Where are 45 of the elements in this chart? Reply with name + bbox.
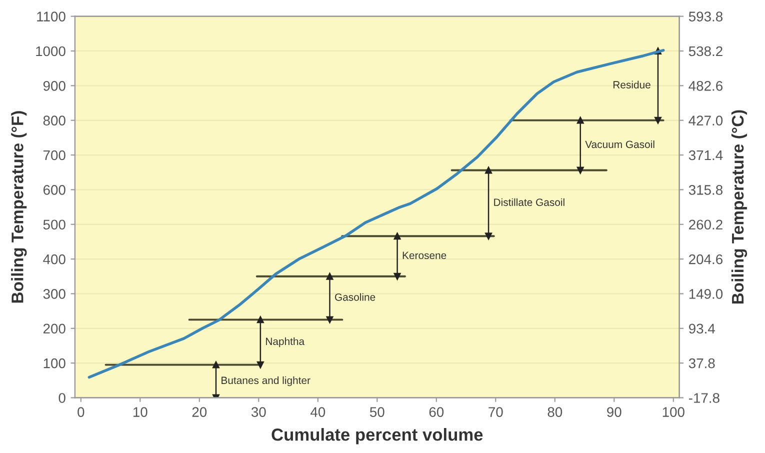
annotation: Gasoline — [335, 293, 376, 301]
y-tick-label: 900 — [43, 80, 66, 91]
y-tick-label: 500 — [43, 220, 66, 230]
y2-tick-label: 260.2 — [689, 220, 722, 230]
y2-tick-label: 37.8 — [688, 358, 715, 368]
y-tick-label: 300 — [43, 289, 66, 299]
y-tick-label: 100 — [44, 358, 66, 368]
y-tick-label: 400 — [43, 254, 66, 264]
y2-axis-title: Boiling Temperature (°C) — [731, 110, 748, 304]
annotation: Butanes and lighter — [222, 376, 310, 386]
y2-tick-label: 593.8 — [688, 12, 722, 22]
x-tick-label: 20 — [192, 407, 207, 417]
y-tick-label: 0 — [58, 393, 66, 403]
x-tick-label: 50 — [370, 407, 384, 417]
y-tick-label: 1100 — [37, 12, 66, 22]
x-tick-label: 40 — [310, 407, 326, 417]
y-tick-label: 700 — [43, 150, 66, 160]
y2-tick-label: 315.8 — [688, 185, 722, 195]
y-tick-label: 800 — [43, 116, 66, 126]
x-tick-label: 60 — [429, 407, 444, 417]
y-tick-label: 600 — [43, 185, 66, 195]
y2-tick-label: 538.2 — [688, 46, 722, 56]
y2-tick-label: 427.0 — [688, 116, 723, 126]
y2-tick-label: 482.6 — [688, 80, 722, 91]
x-axis-title: Cumulate percent volume — [272, 428, 483, 444]
y2-tick-label: -17.8 — [688, 393, 720, 403]
y2-tick-label: 149.0 — [689, 289, 723, 299]
annotation: Residue — [614, 80, 650, 88]
annotation: Naphtha — [266, 337, 305, 348]
x-tick-label: 0 — [78, 407, 84, 417]
x-tick-label: 90 — [607, 407, 622, 417]
annotation: Vacuum Gasoil — [585, 140, 654, 148]
y-axis-title: Boiling Temperature (°F) — [11, 111, 27, 303]
x-tick-label: 30 — [251, 407, 266, 417]
x-tick-label: 80 — [548, 407, 562, 417]
x-tick-label: 10 — [133, 407, 148, 417]
y2-tick-label: 204.6 — [689, 254, 722, 264]
y2-tick-label: 93.4 — [689, 324, 715, 334]
y2-tick-label: 371.4 — [688, 150, 723, 160]
annotation: Kerosene — [402, 252, 446, 260]
annotation: Distillate Gasoil — [494, 198, 564, 206]
x-tick-label: 100 — [662, 407, 684, 417]
y-tick-label: 200 — [43, 324, 66, 334]
x-tick-label: 70 — [488, 407, 503, 417]
y-tick-label: 1000 — [36, 46, 66, 56]
